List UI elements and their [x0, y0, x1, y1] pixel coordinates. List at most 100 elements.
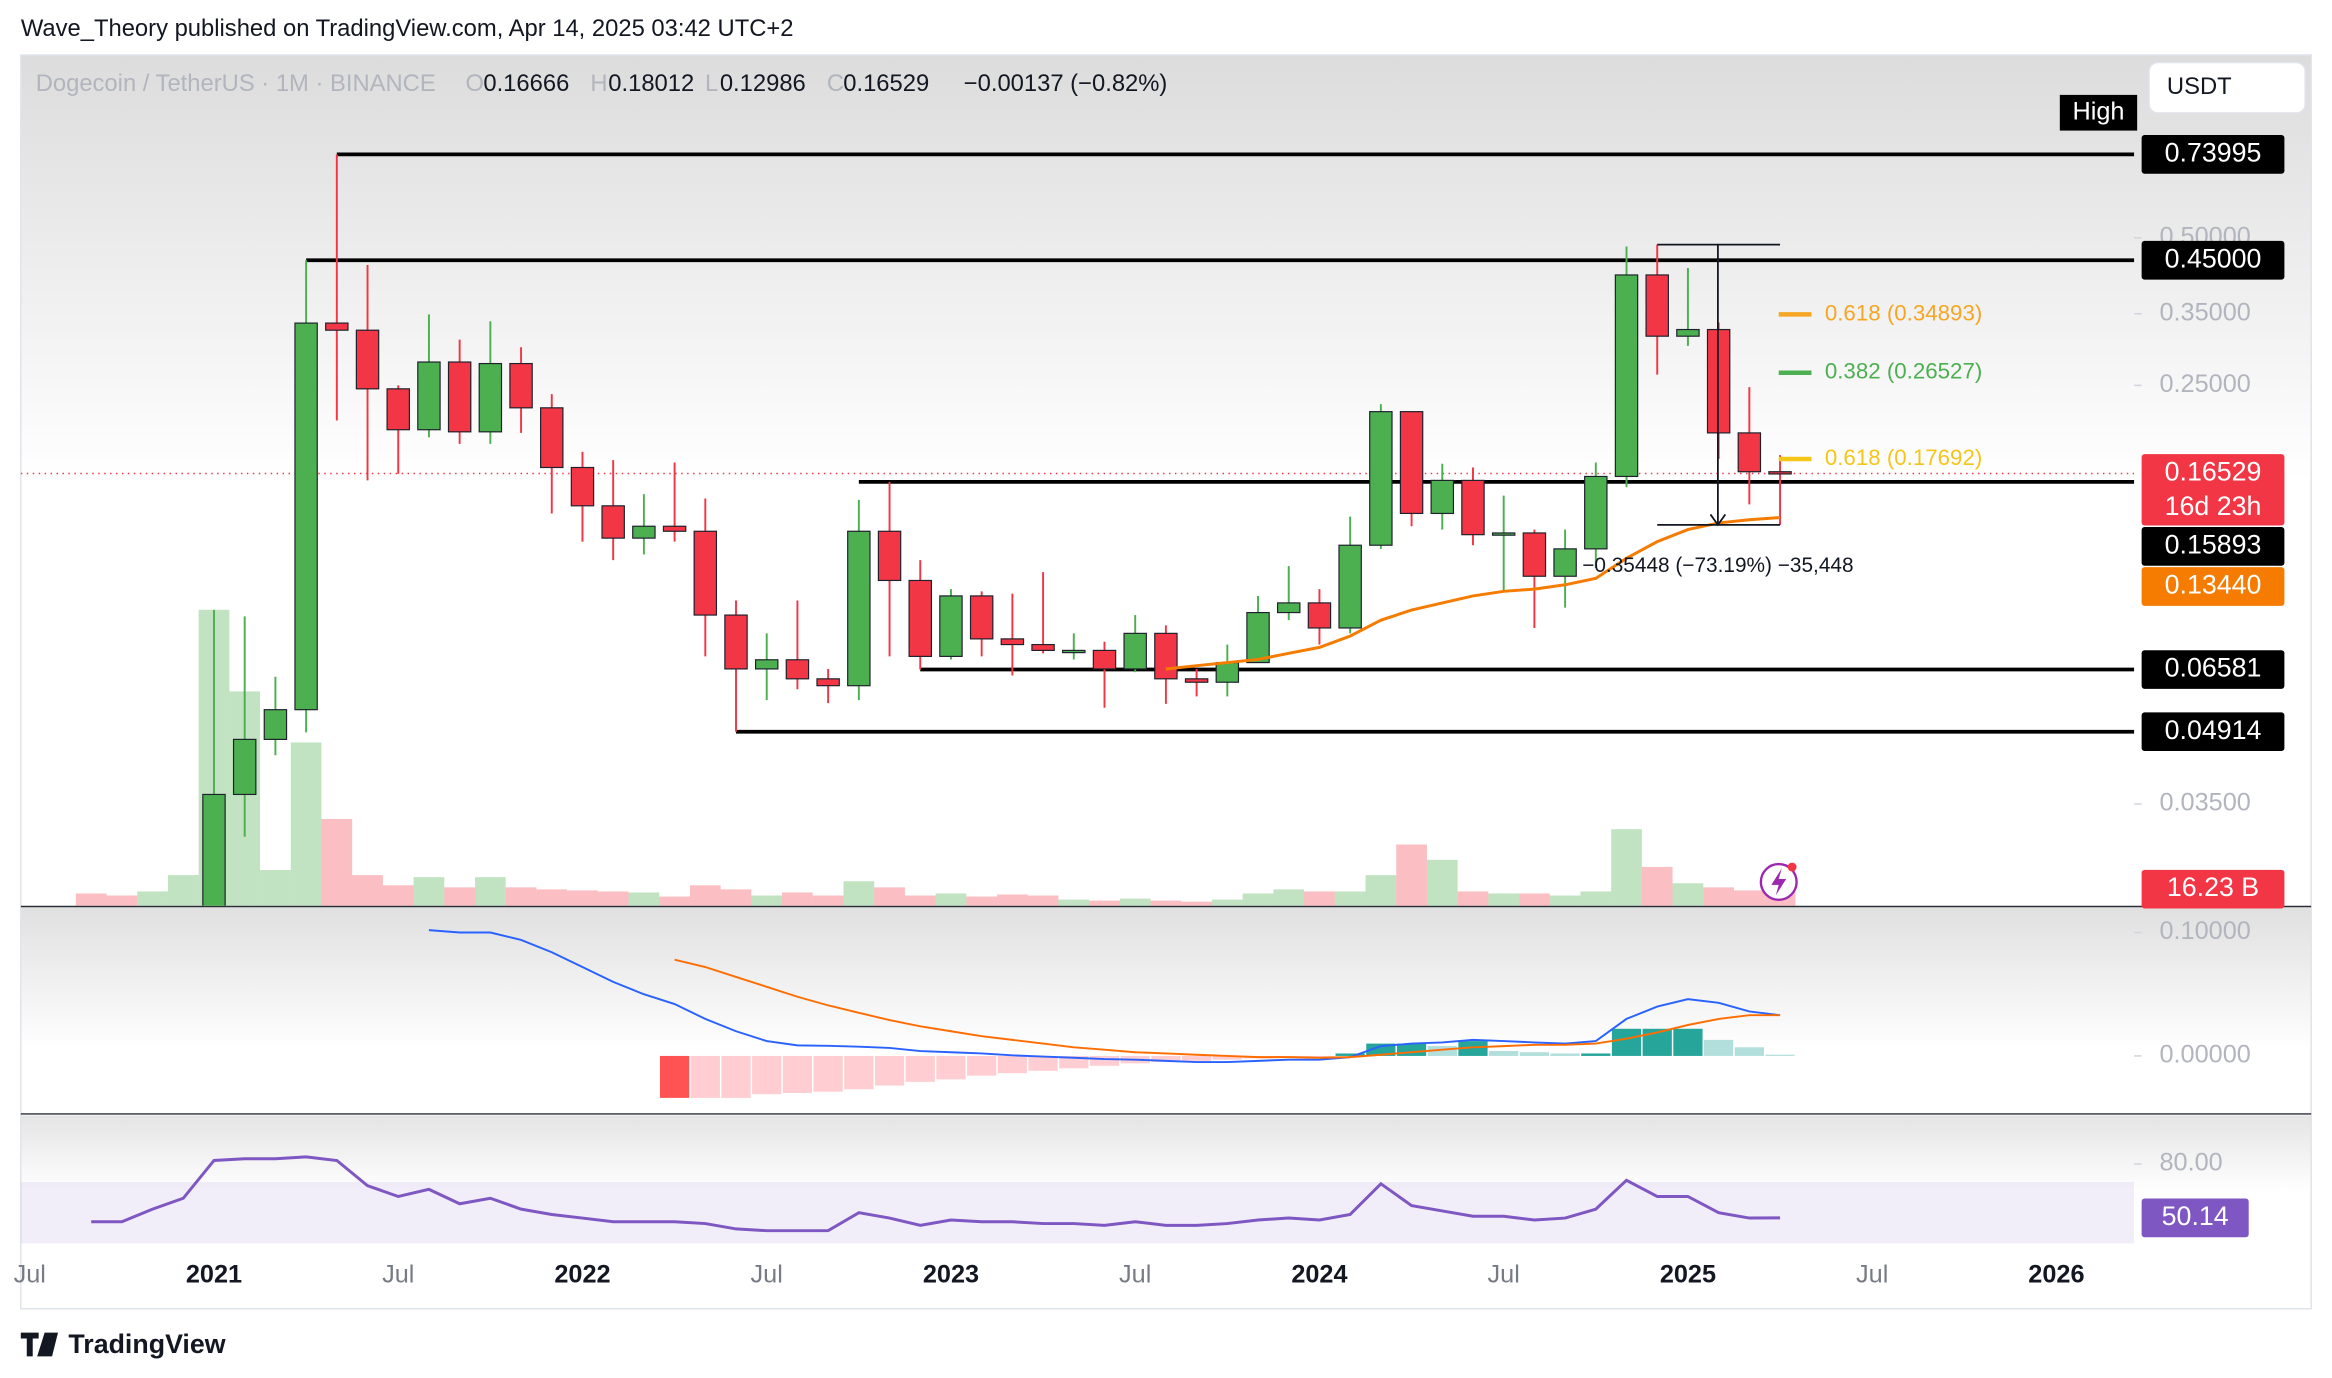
volume-bar: [75, 893, 107, 906]
currency-button[interactable]: USDT: [2148, 61, 2306, 114]
fib-label: 0.618 (0.34893): [1825, 300, 1982, 325]
volume-bar: [597, 891, 629, 906]
candle-body: [1768, 471, 1792, 475]
volume-bar: [997, 894, 1028, 906]
macd-histogram-bar: [1396, 1043, 1427, 1056]
candle-body: [939, 595, 963, 657]
x-tick-label: Jul: [382, 1261, 414, 1289]
price-tag-text: 0.13440: [2165, 570, 2262, 600]
candle-body: [263, 709, 288, 740]
macd-histogram-bar: [1519, 1052, 1550, 1056]
candle-body: [1154, 632, 1178, 680]
price-tag: [2141, 454, 2285, 526]
volume-bar: [474, 877, 506, 906]
x-tick-label: Jul: [751, 1261, 783, 1289]
macd-histogram-bar: [1335, 1053, 1365, 1056]
candle-body: [1246, 611, 1270, 664]
candle-body: [1399, 411, 1424, 515]
currency-button-bg[interactable]: [2148, 61, 2306, 114]
volume-bar: [413, 877, 445, 906]
icon-bolt[interactable]: [1771, 868, 1787, 896]
macd-histogram-bar: [1704, 1039, 1734, 1056]
brand-logo: [20, 1332, 59, 1357]
candle-body: [1031, 643, 1055, 651]
x-tick-label: 2021: [186, 1261, 242, 1289]
x-tick-label: 2023: [923, 1261, 979, 1289]
price-tag: [2141, 712, 2285, 752]
candle-body: [1062, 649, 1086, 654]
candle-body: [908, 579, 933, 657]
y-tick-label: 0.03500: [2159, 789, 2250, 817]
volume-bar: [260, 870, 291, 906]
price-tag-text: 0.06581: [2165, 653, 2262, 683]
legend-value: 0.18012: [608, 70, 694, 97]
macd-histogram-bar: [1059, 1055, 1089, 1069]
candle-body: [1215, 661, 1240, 683]
candle-body: [478, 362, 503, 433]
high-tag-text: High: [2073, 97, 2125, 125]
y-tick-label: 0.25000: [2159, 370, 2250, 398]
legend-key: C: [827, 70, 844, 97]
candle-body: [540, 407, 564, 469]
volume-bar: [290, 742, 322, 906]
price-tag: [2141, 650, 2285, 689]
candle-body: [1645, 274, 1669, 337]
volume-bar: [782, 892, 813, 906]
candle-body: [386, 388, 410, 431]
volume-bar: [812, 895, 844, 906]
legend-change: −0.00137 (−0.82%): [964, 70, 1168, 97]
y-tick-label: 0.00000: [2159, 1041, 2250, 1069]
macd-histogram-bar: [1458, 1041, 1488, 1056]
volume-bar: [1058, 899, 1090, 906]
x-tick-label: 2025: [1660, 1261, 1716, 1289]
volume-bar: [321, 818, 353, 906]
macd-histogram-bar: [997, 1055, 1027, 1074]
price-tag-text: 16d 23h: [2165, 491, 2262, 521]
volume-bar: [382, 885, 414, 906]
candle-body: [1737, 432, 1762, 473]
price-tag-text: 0.73995: [2165, 137, 2262, 167]
candle-body: [1522, 532, 1547, 577]
rsi-plot: [20, 1155, 2135, 1244]
legend-key: L: [705, 70, 718, 97]
volume-bar: [1150, 900, 1182, 906]
macd-histogram-bar: [1304, 1055, 1335, 1057]
macd-histogram-bar: [1734, 1047, 1764, 1056]
candle-body: [1369, 411, 1393, 546]
volume-bar: [1703, 887, 1734, 906]
volume-bar: [874, 887, 905, 906]
macd-histogram-bar: [905, 1055, 935, 1082]
x-tick-label: Jul: [14, 1261, 46, 1289]
candle-body: [1461, 479, 1485, 536]
legend-key: O: [466, 70, 485, 97]
rsi-line: [91, 1155, 1781, 1233]
volume-bar: [106, 895, 138, 906]
candle-body: [417, 361, 441, 431]
volume-bar: [843, 881, 875, 906]
x-tick-label: 2022: [554, 1261, 610, 1289]
candle-body: [632, 525, 656, 539]
volume-bar: [1089, 900, 1120, 906]
legend-value: 0.16529: [843, 70, 929, 97]
volume-bar: [536, 889, 568, 906]
macd-histogram-bar: [1427, 1046, 1457, 1056]
volume-bar: [167, 875, 199, 906]
candle-body: [570, 466, 595, 507]
brand: TradingView: [68, 1329, 225, 1359]
volume-bar: [567, 890, 598, 906]
candle-body: [202, 793, 226, 906]
volume-bar: [720, 889, 752, 906]
replay-icon[interactable]: [1759, 862, 1798, 901]
legend-value: 0.12986: [720, 70, 806, 97]
volume-bar: [1181, 901, 1212, 906]
candle-body: [355, 329, 380, 390]
macd-histogram-bar: [1550, 1053, 1580, 1056]
volume-bar: [1580, 891, 1612, 906]
y-tick-label: 0.35000: [2159, 298, 2250, 326]
currency[interactable]: USDT: [2167, 73, 2232, 100]
volume-bar: [1519, 893, 1550, 906]
macd-histogram-bar: [1366, 1043, 1396, 1056]
macd-line: [428, 929, 1781, 1064]
